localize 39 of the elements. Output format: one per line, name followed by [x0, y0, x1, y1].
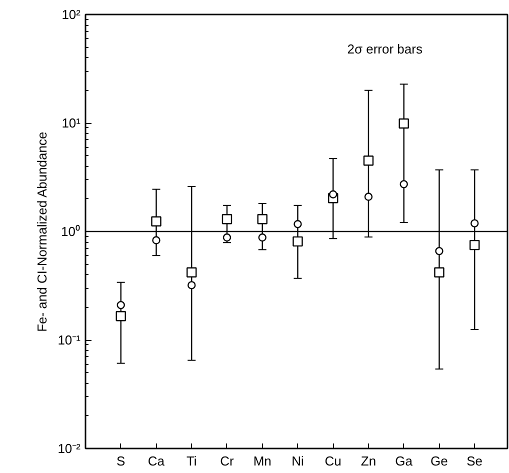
point — [186, 267, 197, 278]
x-tick-label: Zn — [360, 454, 376, 468]
x-tick-label: Ca — [148, 454, 166, 468]
y-tick-label: 10⁻¹ — [58, 332, 82, 348]
point — [257, 214, 268, 224]
point — [292, 236, 303, 247]
y-tick-label: 10² — [62, 7, 82, 22]
point — [188, 281, 196, 290]
point — [329, 190, 338, 198]
point — [116, 311, 126, 322]
point — [222, 214, 232, 224]
point — [400, 180, 408, 188]
x-tick-label: Cu — [324, 454, 342, 468]
point — [258, 233, 266, 242]
x-tick-label: Cr — [220, 454, 235, 468]
point — [116, 300, 125, 310]
point — [398, 118, 409, 129]
x-tick-label: Mn — [253, 454, 272, 468]
point — [151, 216, 162, 226]
y-tick-label: 10⁻² — [58, 441, 82, 456]
point — [364, 192, 373, 201]
x-tick-label: S — [116, 454, 126, 468]
annotation: 2σ error bars — [347, 42, 423, 56]
point — [470, 219, 479, 228]
x-tick-label: Ga — [395, 454, 414, 468]
point — [294, 220, 302, 228]
point — [435, 246, 444, 256]
point — [152, 236, 160, 244]
x-tick-label: Ni — [292, 454, 304, 468]
point — [363, 156, 374, 166]
x-tick-label: Se — [466, 454, 483, 468]
y-axis-title: Fe- and CI-Normalized Abundance — [34, 132, 50, 332]
y-tick-label: 10¹ — [62, 116, 82, 130]
y-tick-label: 10⁰ — [61, 224, 81, 239]
x-tick-label: Ti — [186, 454, 197, 468]
x-tick-label: Ge — [430, 454, 448, 468]
point — [434, 267, 444, 278]
point — [470, 240, 480, 250]
point — [222, 233, 232, 242]
